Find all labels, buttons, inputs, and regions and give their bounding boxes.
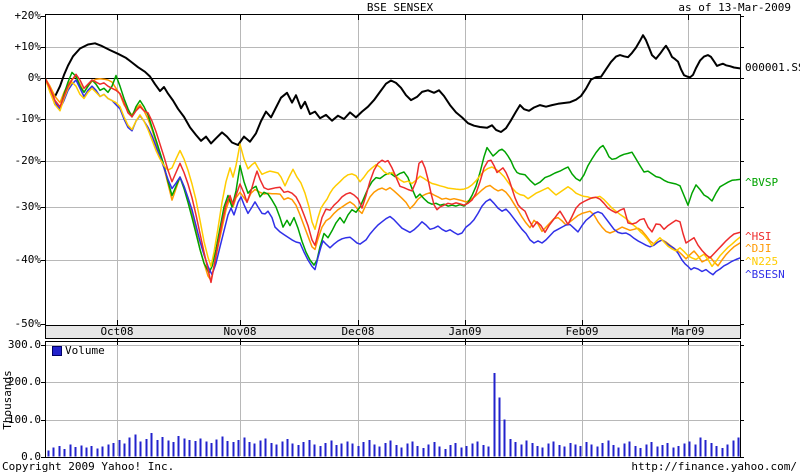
month-label: Jan09 [448, 325, 482, 338]
series-label-n225: ^N225 [745, 255, 779, 268]
percent-axis-label: +20% [14, 9, 42, 22]
as-of-date: as of 13-Mar-2009 [678, 1, 791, 14]
month-band [45, 325, 741, 339]
volume-unit-label: Thousands [1, 370, 14, 430]
percent-axis-label: -50% [14, 317, 42, 330]
percent-axis-label: -30% [14, 200, 42, 213]
volume-legend-label: Volume [65, 344, 105, 357]
volume-plot-border [45, 341, 741, 458]
volume-axis-label: 300.0 [7, 338, 41, 351]
percent-axis-label: -20% [14, 154, 42, 167]
volume-legend-swatch-icon [52, 346, 62, 356]
month-label: Nov08 [223, 325, 257, 338]
month-label: Feb09 [565, 325, 599, 338]
series-label-bsesn: ^BSESN [745, 268, 785, 281]
month-label: Dec08 [341, 325, 375, 338]
price-plot-border [45, 14, 741, 326]
chart-title: BSE SENSEX [366, 1, 434, 14]
month-label: Oct08 [100, 325, 134, 338]
series-line-000001ss [45, 34, 740, 146]
series-line-n225 [45, 77, 740, 268]
percent-axis-label: +10% [14, 40, 42, 53]
volume-axis-label: 100.0 [7, 413, 41, 426]
series-label-dji: ^DJI [745, 242, 772, 255]
volume-axis-label: 0.0 [21, 450, 41, 463]
series-line-bsesn [45, 77, 740, 276]
series-label-hsi: ^HSI [745, 230, 772, 243]
series-label-000001ss: 000001.SS [745, 61, 800, 74]
series-line-hsi [45, 73, 740, 284]
source-url: http://finance.yahoo.com/ [631, 460, 797, 473]
copyright-text: Copyright 2009 Yahoo! Inc. [2, 460, 175, 473]
percent-axis-label: -10% [14, 112, 42, 125]
percent-axis-label: 0% [27, 71, 41, 84]
month-label: Mar09 [671, 325, 705, 338]
volume-axis-label: 200.0 [7, 375, 41, 388]
percent-axis-label: -40% [14, 253, 42, 266]
series-label-bvsp: ^BVSP [745, 176, 779, 189]
series-line-dji [45, 75, 740, 282]
